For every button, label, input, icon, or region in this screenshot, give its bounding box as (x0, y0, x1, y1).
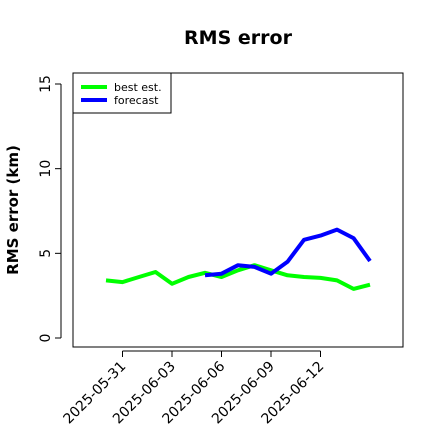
legend-label: best est. (114, 81, 162, 94)
y-tick-label: 10 (38, 160, 54, 178)
y-tick-label: 5 (38, 249, 54, 258)
series-line-forecast (204, 227, 372, 278)
series-line-best-est (105, 263, 371, 291)
y-axis-label: RMS error (km) (4, 145, 22, 275)
x-axis: 2025-05-312025-06-032025-06-062025-06-09… (60, 350, 327, 427)
y-axis: 0 5 10 15 (38, 75, 62, 343)
legend-box (72, 72, 172, 114)
chart-title: RMS error (184, 27, 293, 49)
y-tick-label: 15 (38, 75, 54, 93)
series-lines (105, 227, 372, 291)
plot-frame (72, 72, 404, 348)
y-tick-label: 0 (38, 334, 54, 343)
legend-label: forecast (114, 94, 159, 107)
legend: best est.forecast (72, 72, 172, 114)
